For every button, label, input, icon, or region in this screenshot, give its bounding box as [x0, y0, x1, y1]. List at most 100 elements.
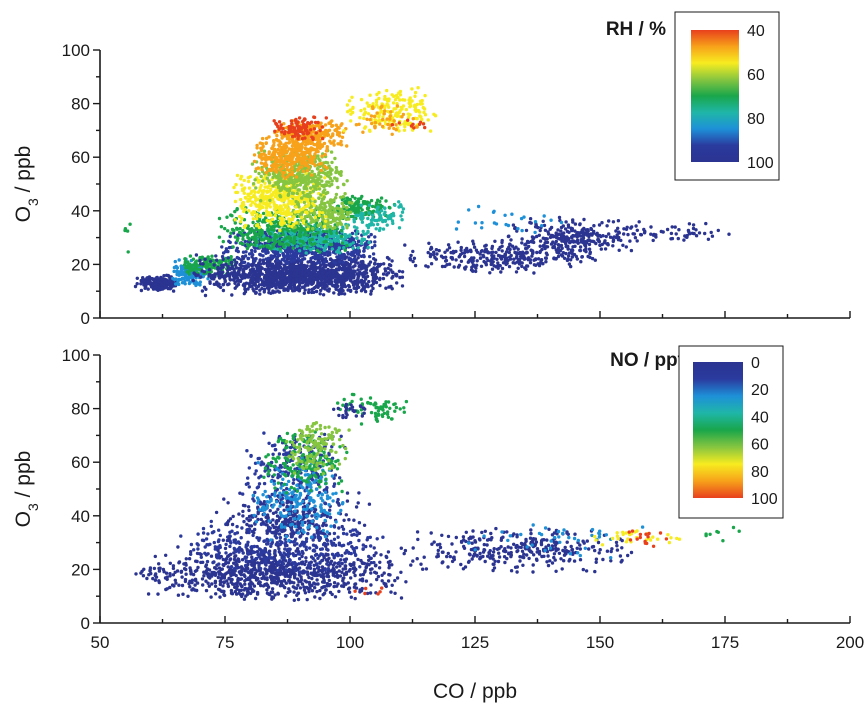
top-scatter-point: [234, 261, 238, 265]
top-scatter-point: [333, 261, 338, 265]
top-scatter-point: [306, 233, 310, 237]
top-scatter-point: [297, 289, 302, 293]
top-scatter-point: [347, 256, 351, 260]
top-scatter-point: [283, 130, 287, 134]
top-scatter-point: [244, 250, 248, 254]
top-scatter-point: [311, 189, 316, 193]
top-scatter-point: [308, 238, 312, 242]
top-scatter-point: [318, 203, 322, 208]
top-scatter-point: [338, 215, 342, 220]
top-scatter-point: [266, 227, 271, 232]
top-scatter-point: [139, 282, 143, 286]
top-scatter-point: [305, 132, 310, 136]
top-scatter-point: [304, 127, 308, 131]
top-scatter-point: [400, 270, 405, 274]
top-scatter-point: [267, 290, 271, 295]
top-scatter-point: [324, 215, 328, 219]
top-scatter-point: [253, 246, 258, 250]
top-scatter-point: [254, 186, 258, 190]
top-scatter-point: [302, 233, 306, 237]
top-scatter-point: [345, 206, 349, 210]
top-scatter-point: [362, 237, 367, 242]
top-scatter-point: [374, 218, 379, 223]
top-scatter-point: [347, 234, 352, 238]
top-scatter-point: [374, 275, 379, 279]
top-scatter-point: [258, 262, 263, 266]
top-scatter-point: [225, 215, 229, 219]
top-scatter-point: [280, 170, 285, 175]
top-scatter-point: [235, 173, 240, 178]
top-scatter-point: [192, 271, 196, 275]
top-scatter-point: [235, 266, 239, 270]
top-scatter-point: [163, 285, 168, 289]
top-scatter-point: [251, 220, 255, 225]
top-scatter-point: [341, 256, 345, 260]
top-scatter-point: [177, 258, 181, 262]
top-scatter-point: [349, 205, 354, 209]
top-scatter-point: [194, 273, 198, 278]
top-scatter-point: [353, 254, 357, 259]
top-scatter-point: [259, 205, 264, 210]
top-scatter-point: [349, 119, 353, 123]
top-scatter-point: [282, 263, 286, 267]
top-scatter-point: [331, 199, 335, 203]
top-scatter-point: [183, 282, 187, 286]
top-scatter-point: [398, 275, 402, 280]
top-scatter-point: [226, 229, 230, 233]
top-scatter-point: [135, 282, 139, 286]
top-scatter-point: [246, 262, 250, 266]
top-scatter-point: [296, 274, 301, 278]
top-scatter-point: [279, 126, 283, 130]
top-scatter-point: [265, 185, 270, 189]
top-scatter-point: [265, 286, 270, 290]
top-scatter-point: [241, 233, 246, 237]
top-scatter-point: [288, 283, 293, 287]
top-scatter-point: [244, 196, 248, 200]
top-scatter-point: [316, 230, 320, 235]
top-scatter-point: [215, 258, 219, 262]
top-scatter-point: [394, 272, 399, 277]
top-scatter-point: [235, 246, 239, 250]
top-scatter-point: [257, 179, 262, 184]
top-scatter-point: [217, 270, 221, 274]
top-scatter-point: [251, 182, 256, 186]
top-scatter-point: [330, 247, 334, 251]
top-scatter-point: [162, 283, 166, 287]
top-scatter-point: [301, 132, 306, 136]
top-scatter-point: [359, 239, 364, 243]
top-scatter-point: [329, 240, 333, 244]
top-scatter-point: [260, 272, 264, 276]
top-scatter-point: [251, 281, 255, 285]
top-scatter-point: [339, 222, 344, 227]
top-scatter-point: [342, 246, 346, 250]
top-scatter-point: [385, 255, 390, 260]
top-scatter-point: [337, 239, 341, 243]
top-scatter-point: [240, 183, 244, 187]
top-scatter-point: [386, 271, 391, 275]
top-scatter-point: [305, 278, 310, 282]
top-scatter-point: [177, 282, 181, 287]
top-scatter-point: [314, 183, 319, 187]
top-scatter-point: [220, 245, 224, 249]
top-scatter-point: [335, 255, 339, 259]
top-scatter-point: [283, 272, 287, 276]
top-scatter-point: [211, 273, 215, 278]
top-scatter-point: [304, 273, 309, 277]
top-scatter-point: [333, 219, 337, 223]
top-scatter-point: [359, 196, 363, 201]
top-scatter-point: [374, 227, 378, 231]
top-scatter-point: [227, 282, 231, 286]
top-scatter-point: [165, 281, 169, 285]
top-scatter-point: [266, 272, 271, 277]
top-scatter-point: [328, 257, 333, 262]
top-scatter-point: [370, 204, 375, 209]
top-scatter-point: [348, 262, 352, 267]
top-scatter-point: [294, 199, 298, 204]
top-scatter-point: [287, 168, 291, 173]
top-scatter-point: [410, 87, 414, 91]
top-scatter-point: [235, 207, 239, 211]
top-scatter-point: [324, 160, 328, 165]
top-scatter-point: [352, 257, 357, 261]
top-scatter-point: [296, 257, 301, 261]
top-scatter-point: [382, 206, 387, 210]
